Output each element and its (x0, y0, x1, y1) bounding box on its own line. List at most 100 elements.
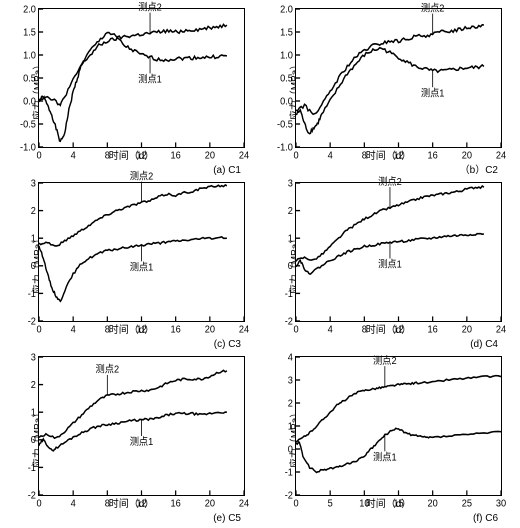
svg-text:16: 16 (171, 498, 182, 510)
svg-text:2: 2 (31, 380, 36, 392)
svg-text:30: 30 (496, 498, 507, 510)
svg-text:5: 5 (328, 498, 334, 510)
svg-text:-1: -1 (285, 467, 293, 479)
svg-text:0: 0 (288, 444, 294, 456)
panel-caption: (e) C5 (213, 513, 241, 524)
chart-area: -2-1012304812162024测点2测点1 (38, 182, 245, 322)
svg-text:20: 20 (462, 150, 473, 162)
svg-text:-1.0: -1.0 (20, 142, 36, 154)
svg-text:1: 1 (31, 407, 36, 419)
panel-caption: (c) C3 (214, 339, 241, 350)
svg-text:2.0: 2.0 (23, 4, 36, 16)
panel-caption: (d) C4 (470, 339, 498, 350)
svg-text:4: 4 (71, 150, 77, 162)
svg-text:3: 3 (31, 352, 37, 364)
svg-text:-1.0: -1.0 (277, 142, 293, 154)
chart-area: -1.0-0.50.00.51.01.52.004812162024测点2测点1 (38, 8, 245, 148)
svg-text:0: 0 (293, 324, 299, 336)
svg-text:4: 4 (328, 150, 334, 162)
svg-text:25: 25 (462, 498, 473, 510)
svg-text:3: 3 (288, 375, 294, 387)
x-axis-label: 时间（d） (366, 147, 412, 162)
svg-text:测点1: 测点1 (373, 451, 397, 464)
svg-text:-2: -2 (28, 490, 36, 502)
panel-c3: 应力（MPa）-2-1012304812162024测点2测点1时间（d）(c)… (4, 178, 259, 350)
svg-text:0: 0 (36, 498, 42, 510)
svg-text:16: 16 (428, 150, 439, 162)
chart-area: -2-1012304812162024测点2测点1 (38, 356, 245, 496)
svg-text:测点1: 测点1 (421, 87, 445, 100)
svg-text:4: 4 (71, 498, 77, 510)
panel-c5: 应力（MPa）-2-1012304812162024测点2测点1时间（d）(e)… (4, 352, 259, 524)
panel-c2: 应力（MPa）-1.0-0.50.00.51.01.52.00481216202… (261, 4, 516, 176)
svg-text:4: 4 (288, 352, 294, 364)
svg-text:2: 2 (31, 206, 36, 218)
svg-text:4: 4 (71, 324, 77, 336)
chart-area: -2-101234051015202530测点2测点1 (295, 356, 502, 496)
svg-text:-1: -1 (28, 288, 36, 300)
svg-text:测点2: 测点2 (378, 175, 402, 188)
svg-text:-1: -1 (285, 288, 293, 300)
x-axis-label: 时间（d） (109, 321, 155, 336)
chart-area: -1.0-0.50.00.51.01.52.004812162024测点2测点1 (295, 8, 502, 148)
svg-text:1.5: 1.5 (280, 27, 293, 39)
svg-text:16: 16 (171, 324, 182, 336)
svg-text:0: 0 (36, 324, 42, 336)
svg-text:0: 0 (31, 435, 37, 447)
svg-text:1: 1 (31, 233, 36, 245)
svg-text:-2: -2 (285, 490, 293, 502)
svg-text:0.5: 0.5 (23, 73, 36, 85)
x-axis-label: 时间（d） (366, 495, 412, 510)
svg-text:测点1: 测点1 (138, 73, 162, 86)
svg-text:3: 3 (31, 178, 37, 190)
svg-text:16: 16 (171, 150, 182, 162)
x-axis-label: 时间（d） (109, 495, 155, 510)
svg-text:-0.5: -0.5 (277, 119, 293, 131)
panel-c6: 应力（MPa）-2-101234051015202530测点2测点1时间（d）(… (261, 352, 516, 524)
svg-text:24: 24 (239, 498, 250, 510)
svg-text:2: 2 (288, 206, 293, 218)
svg-text:16: 16 (428, 324, 439, 336)
svg-text:0: 0 (31, 261, 37, 273)
svg-text:20: 20 (205, 498, 216, 510)
svg-text:-1: -1 (28, 462, 36, 474)
svg-text:1.0: 1.0 (280, 50, 293, 62)
svg-text:0.0: 0.0 (23, 96, 36, 108)
svg-text:-2: -2 (28, 316, 36, 328)
svg-text:24: 24 (496, 150, 507, 162)
svg-text:3: 3 (288, 178, 294, 190)
svg-text:20: 20 (205, 150, 216, 162)
svg-text:2.0: 2.0 (280, 4, 293, 16)
svg-text:测点2: 测点2 (421, 2, 445, 15)
svg-text:1: 1 (288, 233, 293, 245)
svg-text:0: 0 (293, 150, 299, 162)
svg-text:测点1: 测点1 (130, 261, 154, 274)
x-axis-label: 时间（d） (366, 321, 412, 336)
panel-c1: 应力（MPa）-1.0-0.50.00.51.01.52.00481216202… (4, 4, 259, 176)
svg-text:测点2: 测点2 (130, 170, 154, 183)
svg-text:24: 24 (239, 324, 250, 336)
svg-text:测点1: 测点1 (378, 258, 402, 271)
chart-area: -2-1012304812162024测点2测点1 (295, 182, 502, 322)
svg-text:1.0: 1.0 (23, 50, 36, 62)
svg-text:0: 0 (36, 150, 42, 162)
svg-text:测点2: 测点2 (138, 1, 162, 14)
svg-text:测点1: 测点1 (130, 436, 154, 449)
panel-caption: (f) C6 (473, 513, 498, 524)
chart-grid: 应力（MPa）-1.0-0.50.00.51.01.52.00481216202… (0, 0, 520, 528)
svg-text:20: 20 (205, 324, 216, 336)
svg-text:测点2: 测点2 (96, 363, 120, 376)
svg-text:1.5: 1.5 (23, 27, 36, 39)
x-axis-label: 时间（d） (109, 147, 155, 162)
svg-text:24: 24 (239, 150, 250, 162)
svg-text:20: 20 (462, 324, 473, 336)
svg-text:20: 20 (428, 498, 439, 510)
svg-text:0: 0 (288, 261, 294, 273)
svg-text:24: 24 (496, 324, 507, 336)
panel-caption: (a) C1 (213, 165, 241, 176)
svg-text:0.0: 0.0 (280, 96, 293, 108)
svg-text:4: 4 (328, 324, 334, 336)
svg-text:2: 2 (288, 398, 293, 410)
svg-text:-0.5: -0.5 (20, 119, 36, 131)
svg-text:测点2: 测点2 (373, 354, 397, 367)
